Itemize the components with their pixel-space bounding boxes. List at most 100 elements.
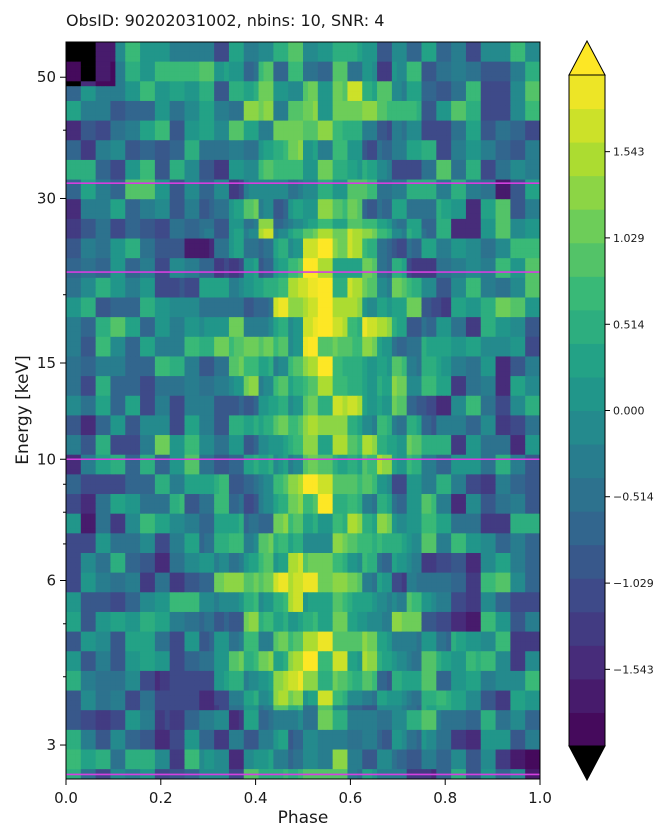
contour-cell <box>495 42 501 48</box>
contour-cell <box>362 135 368 141</box>
contour-cell <box>268 223 274 230</box>
contour-cell <box>298 292 304 298</box>
contour-cell <box>416 140 422 146</box>
contour-cell <box>209 218 215 225</box>
contour-cell <box>515 282 521 289</box>
contour-cell <box>204 140 210 146</box>
contour-cell <box>451 263 457 269</box>
contour-cell <box>470 66 477 72</box>
contour-cell <box>307 155 314 161</box>
contour-cell <box>95 189 101 195</box>
contour-cell <box>293 282 299 289</box>
contour-cell <box>140 277 146 284</box>
contour-cell <box>243 42 250 48</box>
contour-cell <box>80 292 87 298</box>
contour-cell <box>293 145 299 151</box>
contour-cell <box>233 130 240 136</box>
contour-cell <box>95 164 101 171</box>
contour-cell <box>70 46 77 53</box>
contour-cell <box>505 66 511 72</box>
contour-cell <box>283 189 289 195</box>
contour-cell <box>263 213 269 220</box>
contour-cell <box>228 238 235 244</box>
contour-cell <box>357 61 363 67</box>
contour-cell <box>303 105 309 112</box>
contour-cell <box>396 282 403 289</box>
contour-cell <box>238 213 245 220</box>
contour-cell <box>505 199 511 205</box>
contour-cell <box>174 218 180 225</box>
contour-cell <box>406 204 413 210</box>
contour-cell <box>401 51 408 58</box>
contour-cell <box>411 164 417 171</box>
contour-cell <box>461 228 467 235</box>
contour-cell <box>520 71 526 77</box>
contour-cell <box>317 282 324 289</box>
contour-cell <box>525 51 531 58</box>
contour-cell <box>446 135 452 141</box>
contour-cell <box>441 56 447 63</box>
contour-cell <box>219 282 225 289</box>
contour-cell <box>80 56 87 63</box>
contour-cell <box>327 61 334 67</box>
contour-cell <box>441 115 447 122</box>
contour-cell <box>75 194 82 200</box>
contour-cell <box>332 110 338 117</box>
contour-cell <box>357 292 363 298</box>
contour-cell <box>298 174 304 180</box>
contour-cell <box>283 179 289 185</box>
contour-cell <box>263 258 269 264</box>
contour-cell <box>194 243 200 249</box>
contour-cell <box>238 76 245 82</box>
contour-cell <box>135 179 141 185</box>
contour-cell <box>80 228 87 235</box>
contour-cell <box>411 218 417 225</box>
contour-cell <box>377 86 383 92</box>
contour-cell <box>268 189 274 195</box>
contour-cell <box>95 213 101 220</box>
contour-cell <box>125 228 131 235</box>
contour-cell <box>130 253 136 259</box>
contour-cell <box>436 110 442 117</box>
contour-cell <box>317 42 324 48</box>
contour-cell <box>179 233 185 239</box>
contour-cell <box>456 277 462 284</box>
contour-cell <box>298 56 304 63</box>
contour-cell <box>120 125 126 131</box>
contour-cell <box>149 228 156 235</box>
contour-cell <box>461 209 467 215</box>
contour-cell <box>80 268 87 274</box>
contour-cell <box>431 258 437 264</box>
contour-cell <box>382 105 388 112</box>
contour-cell <box>530 213 536 220</box>
contour-cell <box>228 213 235 220</box>
contour-cell <box>303 287 309 293</box>
contour-cell <box>95 218 101 225</box>
contour-cell <box>228 164 235 171</box>
contour-cell <box>461 56 467 63</box>
contour-cell <box>120 96 126 102</box>
contour-cell <box>396 169 403 176</box>
contour-cell <box>90 179 97 185</box>
contour-cell <box>465 199 472 205</box>
contour-cell <box>436 61 442 67</box>
contour-cell <box>396 81 403 87</box>
contour-cell <box>470 292 477 298</box>
contour-cell <box>120 130 126 136</box>
contour-cell <box>273 189 279 195</box>
contour-cell <box>367 46 373 53</box>
contour-cell <box>451 218 457 225</box>
contour-cell <box>386 159 393 166</box>
contour-cell <box>233 179 240 185</box>
contour-cell <box>169 96 176 102</box>
contour-cell <box>179 189 185 195</box>
contour-cell <box>317 76 324 82</box>
contour-cell <box>293 164 299 171</box>
contour-cell <box>401 42 408 48</box>
contour-cell <box>485 258 492 264</box>
contour-cell <box>169 272 176 279</box>
contour-cell <box>317 125 324 131</box>
contour-cell <box>525 159 531 166</box>
contour-cell <box>411 150 417 156</box>
contour-cell <box>233 51 240 58</box>
